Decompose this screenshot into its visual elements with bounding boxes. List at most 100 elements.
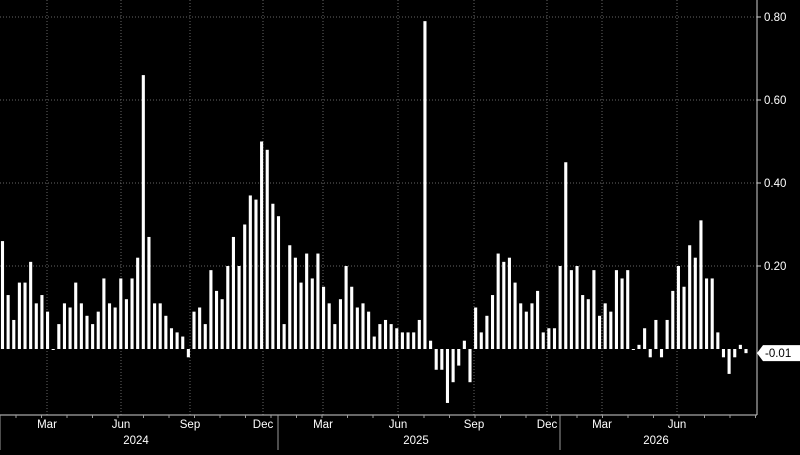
- bar: [693, 257, 697, 349]
- bar: [519, 303, 523, 349]
- bar: [91, 324, 95, 349]
- bar: [265, 149, 269, 349]
- bar: [716, 332, 720, 349]
- bar: [102, 278, 106, 349]
- bar: [665, 319, 669, 349]
- x-month-label: Dec: [537, 419, 558, 431]
- bar: [659, 349, 664, 358]
- bar: [524, 311, 528, 349]
- bar: [682, 286, 686, 349]
- bar: [547, 328, 551, 349]
- bar: [462, 340, 466, 349]
- bar: [322, 286, 326, 349]
- bar: [68, 307, 72, 349]
- bar: [119, 278, 123, 349]
- bar: [575, 266, 579, 349]
- bar: [609, 311, 613, 349]
- bar: [541, 332, 545, 349]
- x-year-label: 2025: [403, 435, 429, 447]
- bar: [57, 324, 61, 349]
- bar: [74, 282, 78, 349]
- bar: [107, 303, 112, 349]
- bar: [169, 328, 174, 349]
- bar: [457, 349, 461, 366]
- y-tick-label: 0.60: [764, 95, 786, 107]
- bar: [434, 349, 438, 370]
- bar: [12, 319, 16, 349]
- x-tick-labels: Mar Jun Sep Dec Mar Jun Sep Dec Mar Jun 2024 2025 20…: [37, 419, 686, 447]
- bar: [164, 315, 168, 349]
- bar: [536, 290, 540, 349]
- bar: [699, 220, 703, 349]
- bar: [141, 75, 145, 349]
- bar: [333, 324, 337, 349]
- bar: [620, 278, 624, 349]
- bar: [479, 332, 483, 349]
- bar: [282, 324, 286, 349]
- bar: [417, 319, 421, 349]
- bar: [260, 141, 264, 349]
- bar: [355, 307, 359, 349]
- bar: [243, 224, 247, 349]
- bar: [592, 270, 596, 349]
- bar: [327, 303, 331, 349]
- last-value-marker: -0.01: [757, 345, 800, 362]
- bar: [705, 278, 709, 349]
- bar: [614, 270, 618, 349]
- bar: [558, 266, 562, 349]
- bar: [254, 199, 258, 349]
- y-tick-labels: 0.80 0.60 0.40 0.20: [764, 12, 786, 273]
- bar: [361, 303, 365, 349]
- bar: [372, 336, 376, 349]
- bar: [6, 295, 10, 349]
- bar: [626, 270, 630, 349]
- axes: [0, 0, 761, 450]
- bar: [502, 261, 506, 349]
- bar: [147, 236, 151, 349]
- bar: [727, 349, 731, 374]
- bar: [271, 203, 275, 349]
- y-tick-label: 0.80: [764, 12, 786, 24]
- bar: [85, 315, 89, 349]
- bar: [17, 282, 21, 349]
- bar: [0, 241, 5, 349]
- x-month-label: Jun: [668, 419, 687, 431]
- bar: [181, 336, 185, 349]
- bar: [451, 349, 455, 383]
- bar: [350, 286, 354, 349]
- x-month-label: Mar: [37, 419, 57, 431]
- y-tick-label: 0.40: [764, 178, 786, 190]
- x-month-label: Sep: [464, 419, 484, 431]
- bars: [0, 21, 748, 403]
- bar: [412, 332, 416, 349]
- bar: [192, 311, 196, 349]
- bar: [440, 349, 444, 370]
- bar: [733, 349, 737, 358]
- x-month-label: Dec: [253, 419, 274, 431]
- bar: [29, 261, 33, 349]
- bar: [654, 319, 658, 349]
- bar: [214, 290, 219, 349]
- bar: [276, 216, 281, 349]
- bar: [288, 245, 292, 349]
- bar: [305, 253, 309, 349]
- bar: [231, 236, 235, 349]
- bar: [468, 349, 472, 383]
- last-value-label: -0.01: [765, 348, 791, 360]
- bar: [153, 303, 157, 349]
- bar: [603, 303, 607, 349]
- bar: [51, 349, 55, 350]
- bar: [79, 303, 83, 349]
- bar: [648, 349, 652, 358]
- bar: [23, 282, 27, 349]
- bar: [485, 315, 489, 349]
- bar: [423, 21, 427, 350]
- bar: [378, 324, 382, 349]
- y-tick-label: 0.20: [764, 261, 786, 273]
- bar: [552, 328, 557, 349]
- bar: [598, 315, 602, 349]
- bar: [643, 328, 647, 349]
